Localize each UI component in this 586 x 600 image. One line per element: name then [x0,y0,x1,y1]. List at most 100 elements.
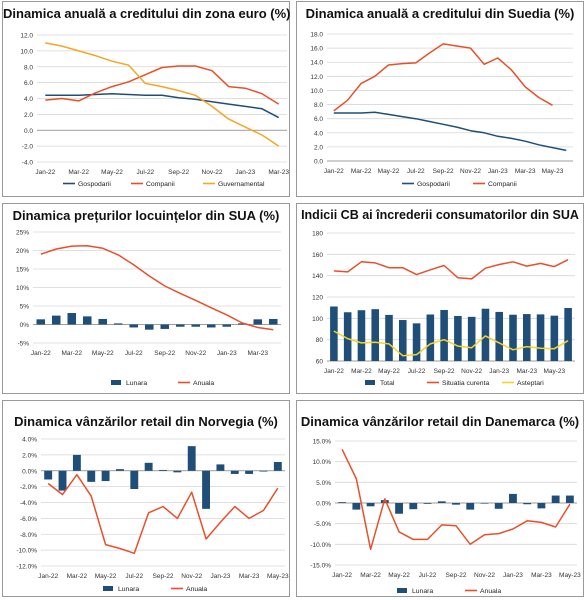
bar-lunara [273,462,282,471]
y-tick-label: 0.0% [316,501,331,508]
bar-lunara [537,503,546,509]
bar-total [564,307,572,361]
bar-total [522,314,531,361]
x-tick-label: Jul-22 [407,168,425,175]
x-tick-label: Mar-22 [351,168,372,175]
bar-lunara [58,470,67,491]
bar-lunara [175,324,185,327]
legend-label: Guvernamental [218,181,265,188]
legend-label: Total [380,380,395,387]
chart-svg-suedia: 0.0 2.0 4.0 6.0 8.0 10.0 12.0 14.0 16.0 18.0 Jan-2… [310,32,573,188]
x-tick-label: Mar-22 [67,573,88,580]
bar-total [371,309,380,361]
x-tick-label: Jul-22 [419,572,437,579]
bar-lunara [452,503,460,505]
y-tick-label: -2.0% [20,484,37,491]
legend-label: Asteptari [517,380,544,387]
bar-total [509,314,517,361]
x-tick-label: May-23 [542,168,564,175]
chart-svg-incredere: 60 80 100 120 140 160 180 Jan-22 Mar-22 May-22 Jul… [312,231,575,387]
y-tick-label: 2.0% [22,452,37,459]
x-tick-label: Nov-22 [202,169,223,176]
y-tick-label: 10% [16,285,29,292]
y-tick-label: -6.0% [20,516,37,523]
chart-title-suedia: Dinamica anuală a creditului din Suedia … [305,6,575,21]
bar-lunara [130,470,139,490]
y-tick-label: 2.0 [24,112,33,119]
bar-total [412,323,421,361]
y-tick-label: 2.0 [314,144,323,151]
bar-total [426,314,435,361]
bar-total [550,315,559,361]
bar-total [536,314,545,361]
x-tick-label: Mar-22 [61,350,82,357]
y-tick-label: 18.0 [310,32,323,39]
y-tick-label: 6.0 [24,80,33,87]
y-tick-label: 15.0% [313,439,332,446]
bar-lunara [36,319,46,325]
bar-total [467,316,476,361]
bar-lunara [87,470,96,482]
y-tick-label: 180 [312,231,323,238]
x-tick-label: May-23 [267,573,289,580]
bar-lunara [551,495,560,503]
x-tick-label: Mar-22 [68,169,89,176]
x-tick-label: Jan-22 [324,168,344,175]
x-tick-label: Sep-22 [446,572,467,579]
series-line-anuala [47,473,279,555]
chart-svg-danemarca: -15.0% -10.0% -5.0% 0.0% 5.0% 10.0% 15.0% Jan-2… [310,439,581,596]
x-tick-label: Mar-23 [516,368,537,375]
bar-total [398,320,407,361]
y-tick-label: 6.0 [314,116,323,123]
chart-svg-norvegia: -12.0% -10.0% -8.0% -6.0% -4.0% -2.0% 0.0% 2.0%… [16,437,289,594]
bar-lunara [98,318,108,325]
y-tick-label: 10.0 [20,48,33,55]
x-tick-label: May-22 [95,573,117,580]
bar-total [330,306,338,361]
x-tick-label: May-22 [378,168,400,175]
x-tick-label: Mar-23 [268,169,289,176]
bar-lunara [565,495,574,503]
y-tick-label: 4.0 [314,130,323,137]
x-tick-label: Sep-22 [433,168,454,175]
series-line-anuala [341,448,571,551]
bar-lunara [115,469,124,471]
series-line-guvernamental [45,42,280,147]
chart-title-incredere: Indicii CB ai încrederii consumatorilor … [301,208,579,222]
x-tick-label: Mar-23 [239,573,260,580]
legend-label: Anuala [186,586,207,593]
y-tick-label: 16.0 [310,46,323,53]
legend-label: Anuala [193,380,214,387]
y-tick-label: 5.0% [316,480,331,487]
x-tick-label: Jan-22 [332,572,352,579]
y-tick-label: 12.0 [20,33,33,40]
y-tick-label: 10.0 [310,88,323,95]
bar-lunara [237,323,247,325]
y-tick-label: 0.0 [314,159,323,166]
y-tick-label: 4.0 [24,96,33,103]
x-tick-label: May-22 [101,169,123,176]
chart-panel-suedia: Dinamica anuală a creditului din Suedia … [296,1,584,197]
y-tick-label: 120 [312,295,323,302]
legend-label: Companii [488,181,517,188]
bar-lunara [113,323,123,325]
x-tick-label: Jul-22 [136,169,154,176]
bar-lunara [409,503,418,510]
bar-lunara [82,316,92,325]
chart-svg-euro: -4.0 -2.0 0.0 2.0 4.0 6.0 8.0 10.0 12.0 Jan-22 Mar… [20,33,289,189]
legend-label: Lunara [412,588,433,595]
legend-label: Lunara [118,586,139,593]
series-line-gospodarii [45,92,280,119]
x-tick-label: Nov-22 [474,572,495,579]
bar-lunara [245,470,254,474]
x-tick-label: Sep-22 [168,169,189,176]
y-tick-label: 140 [312,273,323,280]
legend-label: Anuala [480,588,501,595]
bar-lunara [191,324,201,327]
y-tick-label: 8.0 [24,64,33,71]
x-tick-label: May-22 [92,350,114,357]
bar-lunara [67,313,77,325]
chart-title-danemarca: Dinamica vânzărilor retail din Danemarca… [300,414,580,429]
legend-label: Gospodarii [417,181,450,188]
x-tick-label: Jan-22 [35,169,55,176]
